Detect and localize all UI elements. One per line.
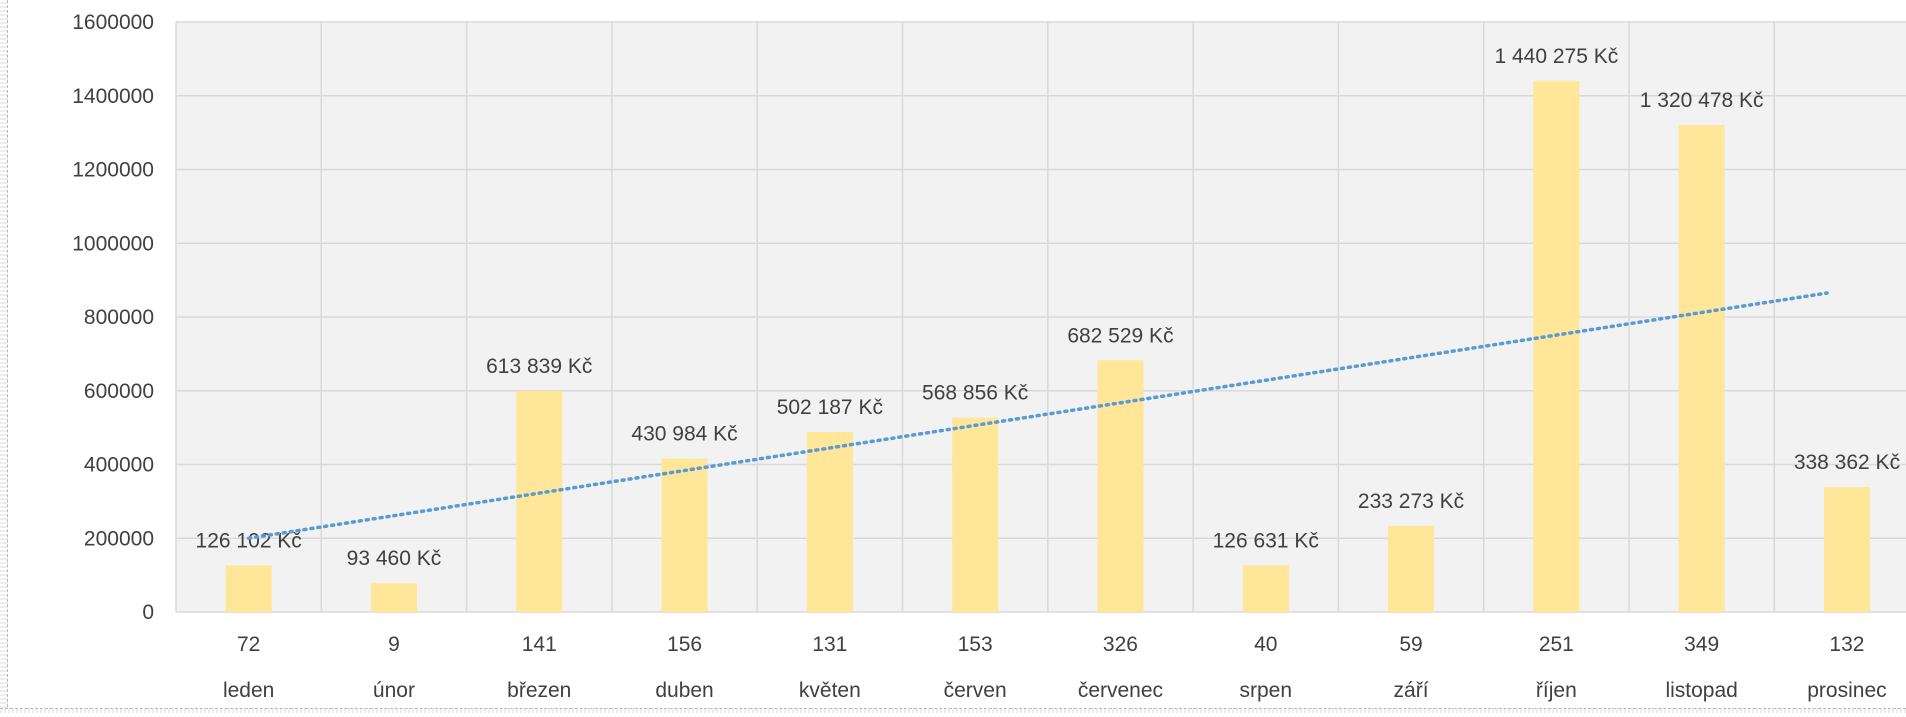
- left-edge-border: [0, 0, 8, 712]
- data-label: 682 529 Kč: [1067, 324, 1173, 347]
- x-category-label: únor: [373, 679, 415, 702]
- y-tick-label: 600000: [84, 380, 154, 403]
- x-count-label: 153: [958, 633, 993, 656]
- data-label: 502 187 Kč: [777, 396, 883, 419]
- data-label: 338 362 Kč: [1794, 451, 1900, 474]
- x-category-label: červen: [944, 679, 1007, 702]
- x-count-label: 156: [667, 633, 702, 656]
- x-category-label: březen: [507, 679, 571, 702]
- x-category-label: srpen: [1239, 679, 1292, 702]
- x-count-label: 40: [1254, 633, 1277, 656]
- data-label: 1 440 275 Kč: [1494, 45, 1618, 68]
- x-count-label: 131: [812, 633, 847, 656]
- bar: [1533, 80, 1580, 613]
- y-tick-label: 0: [142, 601, 154, 624]
- y-tick-label: 1600000: [72, 11, 154, 34]
- x-count-label: 132: [1829, 633, 1864, 656]
- x-category-label: duben: [655, 679, 713, 702]
- x-count-label: 59: [1399, 633, 1422, 656]
- bar: [1097, 360, 1144, 612]
- x-category-label: listopad: [1665, 679, 1737, 702]
- x-category-label: červenec: [1078, 679, 1163, 702]
- x-count-label: 141: [522, 633, 557, 656]
- bar: [661, 458, 708, 612]
- x-category-label: květen: [799, 679, 861, 702]
- bar: [806, 432, 853, 612]
- bar: [1388, 525, 1435, 612]
- x-count-label: 326: [1103, 633, 1138, 656]
- data-label: 126 631 Kč: [1213, 529, 1319, 552]
- bar: [225, 565, 272, 612]
- y-axis-tick-labels: 0 200000 400000 600000 800000 1000000 1200000 1…: [72, 11, 154, 624]
- y-tick-label: 800000: [84, 306, 154, 329]
- bar: [516, 390, 563, 612]
- x-count-label: 251: [1539, 633, 1574, 656]
- x-axis-category-labels: leden únor březen duben květen červen červenec…: [223, 679, 1887, 702]
- bar: [1823, 487, 1870, 612]
- x-category-label: říjen: [1536, 679, 1577, 702]
- x-category-label: prosinec: [1807, 679, 1886, 702]
- data-label: 430 984 Kč: [631, 423, 737, 446]
- data-label: 233 273 Kč: [1358, 490, 1464, 513]
- x-count-label: 72: [237, 633, 260, 656]
- bar: [370, 583, 417, 612]
- trendline: [246, 291, 1829, 540]
- x-category-label: leden: [223, 679, 274, 702]
- y-tick-label: 1400000: [72, 85, 154, 108]
- y-tick-label: 400000: [84, 454, 154, 477]
- bottom-edge-border: [0, 708, 1906, 713]
- y-tick-label: 200000: [84, 527, 154, 550]
- vertical-gridlines: [175, 22, 1776, 612]
- data-label: 613 839 Kč: [486, 355, 592, 378]
- x-axis-count-labels: 72 9 141 156 131 153 326 40 59 251 349 132: [237, 633, 1865, 656]
- y-tick-label: 1000000: [72, 232, 154, 255]
- x-count-label: 349: [1684, 633, 1719, 656]
- data-label: 568 856 Kč: [922, 382, 1028, 405]
- bar-series: [225, 80, 1870, 613]
- data-label: 93 460 Kč: [347, 547, 442, 570]
- bar: [1242, 565, 1289, 612]
- x-count-label: 9: [388, 633, 400, 656]
- x-category-label: září: [1394, 679, 1429, 702]
- bar: [952, 417, 999, 612]
- bar: [1678, 125, 1725, 613]
- data-label: 1 320 478 Kč: [1640, 89, 1764, 112]
- horizontal-gridlines: [176, 21, 1906, 613]
- y-tick-label: 1200000: [72, 159, 154, 182]
